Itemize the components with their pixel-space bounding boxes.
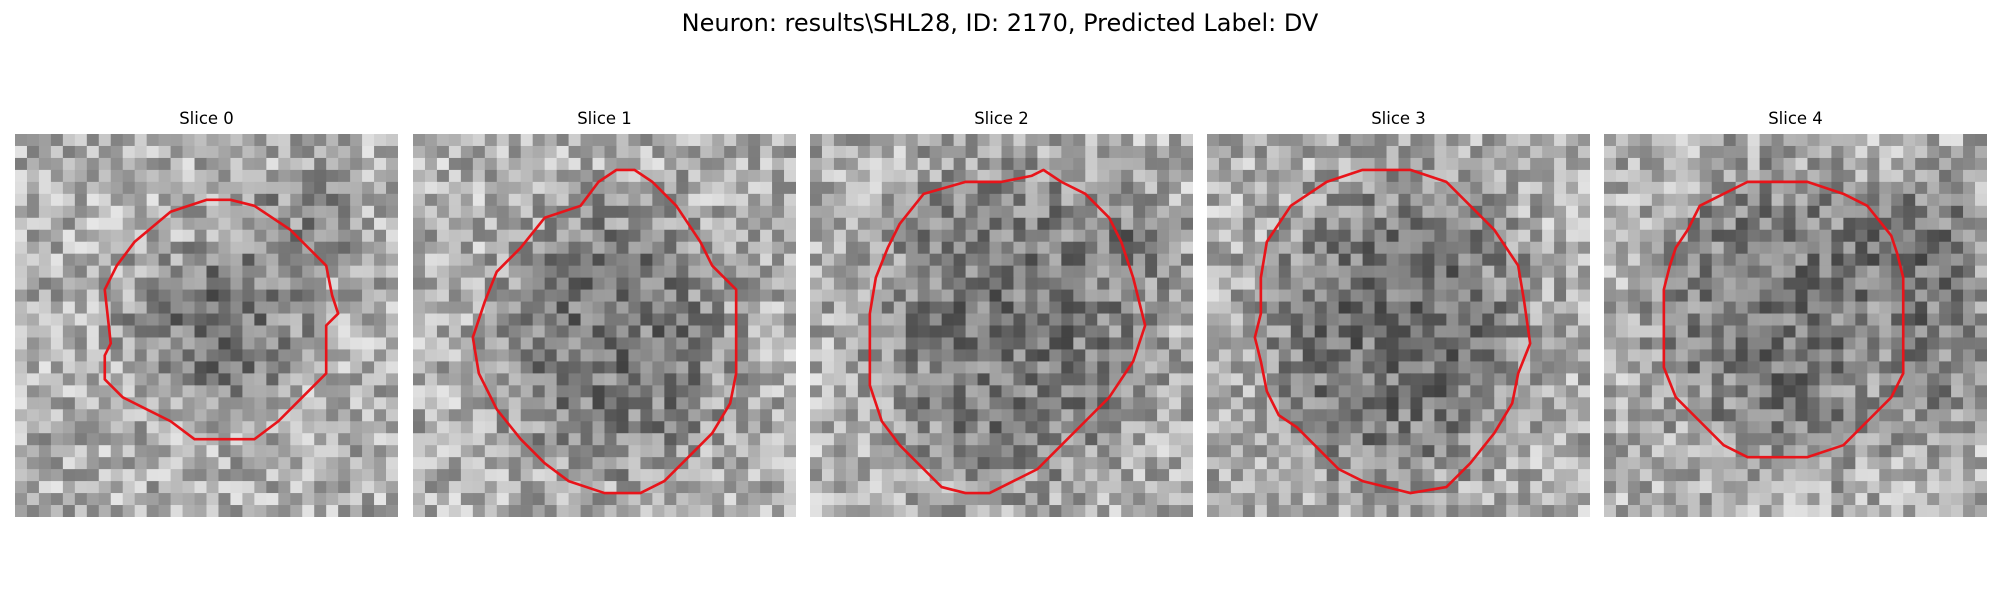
slice-title: Slice 0 xyxy=(179,109,234,128)
slice-panel-0: Slice 0 xyxy=(15,106,398,517)
slice-image xyxy=(413,134,796,517)
roi-contour xyxy=(103,198,340,441)
slice-image xyxy=(15,134,398,517)
roi-contour xyxy=(868,168,1147,495)
roi-contour xyxy=(1662,180,1905,459)
slice-title: Slice 2 xyxy=(974,109,1029,128)
slice-image xyxy=(1604,134,1987,517)
slice-panel-3: Slice 3 xyxy=(1207,106,1590,517)
slice-title: Slice 3 xyxy=(1371,109,1426,128)
slice-title: Slice 4 xyxy=(1768,109,1823,128)
roi-contour xyxy=(471,168,738,495)
slice-panel-1: Slice 1 xyxy=(413,106,796,517)
slice-panel-2: Slice 2 xyxy=(810,106,1193,517)
slice-panel-4: Slice 4 xyxy=(1604,106,1987,517)
figure-title: Neuron: results\SHL28, ID: 2170, Predict… xyxy=(681,9,1319,37)
slice-title: Slice 1 xyxy=(577,109,632,128)
roi-contour xyxy=(1253,168,1532,495)
slice-image xyxy=(1207,134,1590,517)
slice-image xyxy=(810,134,1193,517)
